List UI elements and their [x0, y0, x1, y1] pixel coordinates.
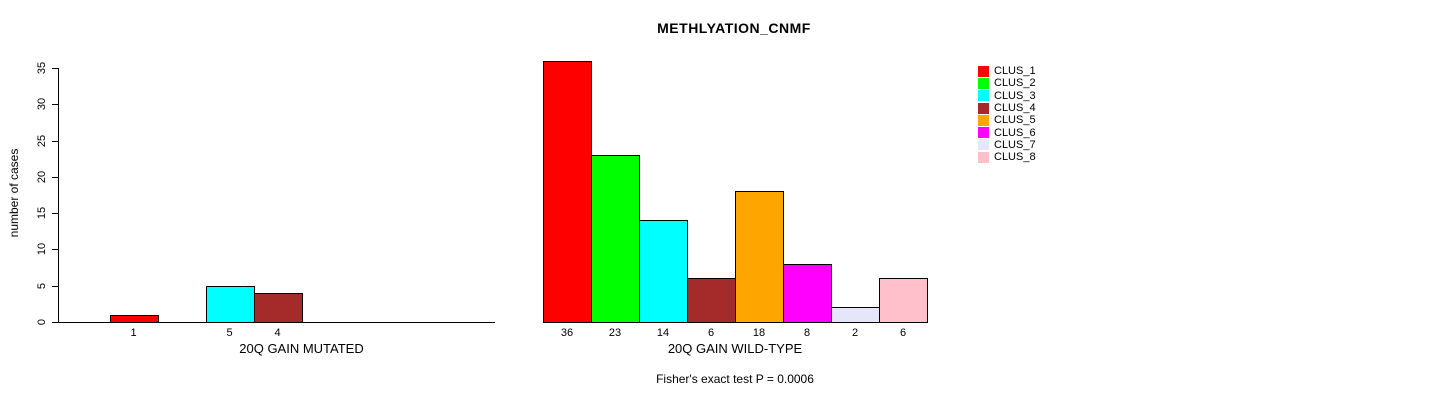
legend-swatch: [978, 151, 989, 163]
legend: CLUS_1 CLUS_2 CLUS_3 CLUS_4 CLUS_5 CLUS_6 CLUS…: [978, 65, 1036, 163]
legend-swatch: [978, 65, 989, 77]
y-axis-tick: [52, 68, 58, 69]
legend-swatch: [978, 127, 989, 139]
legend-item: CLUS_5: [978, 114, 1036, 126]
bar-clus_3: [639, 220, 688, 323]
y-axis-label: number of cases: [7, 148, 21, 238]
legend-swatch: [978, 114, 989, 126]
legend-item: CLUS_2: [978, 77, 1036, 89]
y-axis-tick: [52, 104, 58, 106]
legend-item: CLUS_4: [978, 102, 1036, 114]
legend-item: CLUS_6: [978, 126, 1036, 139]
y-axis-tick-label: 10: [36, 243, 48, 256]
bar-value-label: 1: [130, 327, 137, 339]
legend-label: CLUS_8: [994, 151, 1036, 164]
y-axis-tick: [52, 249, 58, 251]
bar-value-label: 18: [752, 327, 766, 339]
legend-swatch: [978, 90, 989, 102]
legend-swatch: [978, 77, 989, 89]
y-axis-tick-label: 5: [36, 282, 48, 289]
x-axis-group-label: 20Q GAIN MUTATED: [239, 341, 364, 356]
bar-value-label: 8: [803, 327, 811, 339]
legend-label: CLUS_2: [994, 77, 1036, 90]
y-axis-tick: [52, 322, 58, 323]
legend-swatch: [978, 139, 989, 151]
y-axis-tick: [52, 140, 58, 142]
bar-value-label: 6: [899, 327, 907, 339]
legend-item: CLUS_1: [978, 65, 1036, 77]
x-axis-group-label: 20Q GAIN WILD-TYPE: [667, 341, 803, 356]
bar-value-label: 4: [274, 327, 281, 339]
bar-value-label: 6: [707, 327, 715, 339]
y-axis-tick-label: 25: [36, 134, 48, 147]
bar-clus_2: [591, 155, 640, 323]
bar-clus_4: [687, 278, 736, 323]
y-axis-tick: [52, 213, 58, 215]
footer-note: Fisher's exact test P = 0.0006: [656, 372, 814, 386]
legend-item: CLUS_3: [978, 90, 1036, 102]
legend-label: CLUS_5: [994, 114, 1036, 127]
bar-clus_1: [543, 60, 592, 323]
legend-label: CLUS_4: [994, 102, 1036, 115]
chart-title: METHLYATION_CNMF: [657, 20, 811, 36]
legend-label: CLUS_7: [994, 138, 1036, 151]
y-axis-tick-label: 0: [36, 318, 48, 326]
legend-label: CLUS_1: [994, 65, 1036, 78]
bar-clus_6: [783, 263, 832, 323]
bar-clus_5: [735, 191, 784, 323]
bar-clus_1: [109, 314, 159, 323]
y-axis-tick: [52, 176, 58, 178]
legend-item: CLUS_8: [978, 151, 1036, 163]
bar-clus_3: [205, 285, 255, 323]
bar-clus_7: [831, 307, 880, 323]
y-axis-tick-label: 35: [36, 61, 48, 75]
bar-value-label: 23: [608, 327, 622, 339]
bar-value-label: 36: [560, 327, 574, 339]
bar-value-label: 2: [851, 327, 859, 339]
legend-label: CLUS_3: [994, 89, 1036, 102]
y-axis-tick-label: 30: [36, 98, 48, 111]
bar-value-label: 5: [226, 327, 233, 339]
y-axis-tick-label: 15: [36, 207, 48, 220]
bar-clus_8: [879, 278, 928, 323]
y-axis-tick: [52, 285, 58, 287]
y-axis-tick-label: 20: [36, 170, 48, 183]
bar-value-label: 14: [656, 327, 670, 339]
legend-item: CLUS_7: [978, 139, 1036, 151]
legend-swatch: [978, 102, 989, 114]
bar-clus_4: [253, 292, 303, 323]
legend-label: CLUS_6: [994, 126, 1036, 139]
y-axis-line: [58, 68, 59, 323]
